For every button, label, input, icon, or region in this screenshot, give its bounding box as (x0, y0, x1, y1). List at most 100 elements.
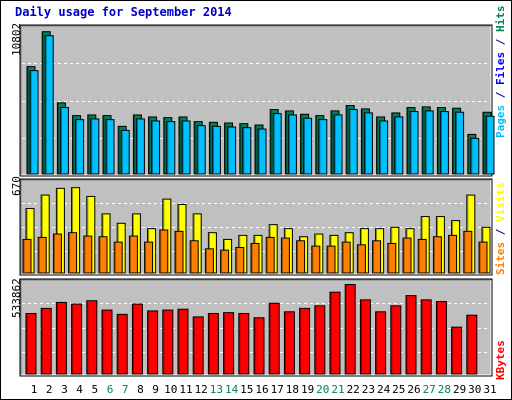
bar-kbytes-26 (405, 295, 417, 375)
bar-sites-5 (83, 235, 93, 274)
chart-title: Daily usage for September 2014 (15, 5, 232, 19)
bar-pages-9 (151, 120, 161, 175)
bar-pages-30 (470, 137, 480, 175)
bar-pages-16 (257, 128, 267, 175)
bar-pages-17 (272, 113, 282, 175)
bar-sites-19 (296, 240, 306, 274)
bar-pages-23 (363, 112, 373, 175)
bar-pages-3 (59, 107, 69, 175)
bar-sites-11 (174, 230, 184, 274)
bar-pages-18 (287, 114, 297, 175)
bar-sites-22 (341, 241, 351, 274)
bar-pages-8 (135, 118, 145, 175)
bar-pages-13 (211, 125, 221, 175)
bar-kbytes-20 (314, 305, 326, 375)
bar-pages-28 (439, 111, 449, 175)
bar-sites-28 (432, 236, 442, 274)
bar-sites-21 (326, 245, 336, 274)
bar-sites-24 (372, 240, 382, 274)
bar-pages-5 (90, 118, 100, 175)
day-label-28: 28 (438, 383, 451, 396)
bar-pages-10 (166, 121, 176, 175)
day-label-19: 19 (301, 383, 314, 396)
day-label-24: 24 (377, 383, 391, 396)
bar-sites-8 (128, 235, 138, 274)
bar-kbytes-23 (359, 299, 371, 375)
day-label-27: 27 (423, 383, 436, 396)
bar-kbytes-19 (299, 307, 311, 375)
bar-sites-25 (387, 242, 397, 274)
bar-pages-11 (181, 120, 191, 175)
day-label-23: 23 (362, 383, 375, 396)
day-label-16: 16 (255, 383, 268, 396)
day-label-3: 3 (61, 383, 68, 396)
day-label-1: 1 (31, 383, 38, 396)
bar-sites-6 (98, 236, 108, 274)
bar-kbytes-16 (253, 317, 265, 375)
bar-pages-1 (29, 70, 39, 175)
bar-pages-7 (120, 129, 130, 175)
bar-pages-24 (379, 120, 389, 175)
bar-sites-26 (402, 237, 412, 274)
bar-kbytes-30 (466, 314, 478, 375)
bar-kbytes-7 (116, 313, 128, 375)
bar-sites-2 (37, 236, 47, 274)
day-label-31: 31 (483, 383, 496, 396)
bar-sites-10 (159, 229, 169, 274)
day-label-17: 17 (271, 383, 284, 396)
bar-pages-25 (394, 116, 404, 175)
day-label-30: 30 (468, 383, 481, 396)
bar-kbytes-5 (86, 300, 98, 375)
day-label-25: 25 (392, 383, 405, 396)
bar-kbytes-9 (147, 310, 159, 375)
bar-sites-14 (220, 249, 230, 274)
day-label-20: 20 (316, 383, 329, 396)
day-label-2: 2 (46, 383, 53, 396)
day-label-29: 29 (453, 383, 466, 396)
bar-kbytes-8 (131, 303, 143, 375)
day-label-10: 10 (164, 383, 177, 396)
day-label-7: 7 (122, 383, 129, 396)
bar-kbytes-17 (268, 302, 280, 375)
bar-sites-17 (265, 236, 275, 274)
bar-pages-20 (318, 119, 328, 175)
bar-kbytes-6 (101, 309, 113, 375)
bar-sites-15 (235, 246, 245, 274)
bar-kbytes-18 (283, 311, 295, 375)
bar-pages-2 (44, 35, 54, 175)
day-label-15: 15 (240, 383, 253, 396)
bar-sites-3 (52, 233, 62, 274)
bar-pages-27 (424, 110, 434, 175)
bar-sites-29 (448, 234, 458, 274)
day-label-6: 6 (107, 383, 114, 396)
day-label-22: 22 (347, 383, 360, 396)
day-label-12: 12 (195, 383, 208, 396)
bar-sites-31 (478, 241, 488, 274)
day-label-8: 8 (137, 383, 144, 396)
bar-kbytes-29 (451, 326, 463, 375)
bar-kbytes-28 (435, 301, 447, 375)
bar-sites-13 (204, 248, 214, 274)
bar-pages-19 (303, 117, 313, 175)
bar-kbytes-24 (375, 311, 387, 375)
bar-pages-14 (227, 126, 237, 175)
day-label-4: 4 (76, 383, 83, 396)
bar-kbytes-13 (207, 312, 219, 375)
bar-pages-22 (348, 109, 358, 175)
bar-kbytes-22 (344, 284, 356, 375)
bar-kbytes-14 (223, 312, 235, 375)
bar-kbytes-2 (40, 307, 52, 375)
day-label-5: 5 (91, 383, 98, 396)
bar-pages-4 (75, 119, 85, 175)
bar-kbytes-12 (192, 316, 204, 375)
bar-pages-29 (455, 111, 465, 175)
day-label-18: 18 (286, 383, 299, 396)
bar-sites-27 (417, 238, 427, 274)
bar-kbytes-10 (162, 309, 174, 375)
bar-pages-31 (485, 115, 495, 175)
bar-pages-15 (242, 127, 252, 175)
bar-kbytes-11 (177, 308, 189, 375)
bar-kbytes-1 (25, 312, 37, 375)
bar-sites-23 (356, 244, 366, 274)
bar-pages-26 (409, 111, 419, 175)
